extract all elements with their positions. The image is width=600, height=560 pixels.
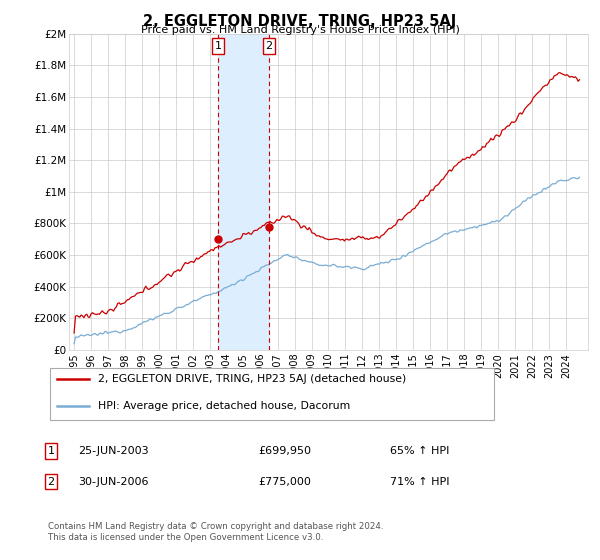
Text: 2, EGGLETON DRIVE, TRING, HP23 5AJ: 2, EGGLETON DRIVE, TRING, HP23 5AJ <box>143 14 457 29</box>
Text: 1: 1 <box>47 446 55 456</box>
Text: Price paid vs. HM Land Registry's House Price Index (HPI): Price paid vs. HM Land Registry's House … <box>140 25 460 35</box>
Text: £699,950: £699,950 <box>258 446 311 456</box>
Bar <box>218 34 269 350</box>
Text: Contains HM Land Registry data © Crown copyright and database right 2024.: Contains HM Land Registry data © Crown c… <box>48 522 383 531</box>
Text: This data is licensed under the Open Government Licence v3.0.: This data is licensed under the Open Gov… <box>48 533 323 542</box>
Text: HPI: Average price, detached house, Dacorum: HPI: Average price, detached house, Daco… <box>97 402 350 412</box>
Text: 2: 2 <box>47 477 55 487</box>
FancyBboxPatch shape <box>50 368 493 420</box>
Text: 2, EGGLETON DRIVE, TRING, HP23 5AJ (detached house): 2, EGGLETON DRIVE, TRING, HP23 5AJ (deta… <box>97 374 406 384</box>
Text: 2: 2 <box>265 41 272 52</box>
Text: £775,000: £775,000 <box>258 477 311 487</box>
Text: 30-JUN-2006: 30-JUN-2006 <box>78 477 149 487</box>
Text: 65% ↑ HPI: 65% ↑ HPI <box>390 446 449 456</box>
Text: 25-JUN-2003: 25-JUN-2003 <box>78 446 149 456</box>
Text: 71% ↑ HPI: 71% ↑ HPI <box>390 477 449 487</box>
Legend: 2, EGGLETON DRIVE, TRING, HP23 5AJ (detached house), HPI: Average price, detache: 2, EGGLETON DRIVE, TRING, HP23 5AJ (deta… <box>53 374 406 408</box>
Text: 1: 1 <box>214 41 221 52</box>
